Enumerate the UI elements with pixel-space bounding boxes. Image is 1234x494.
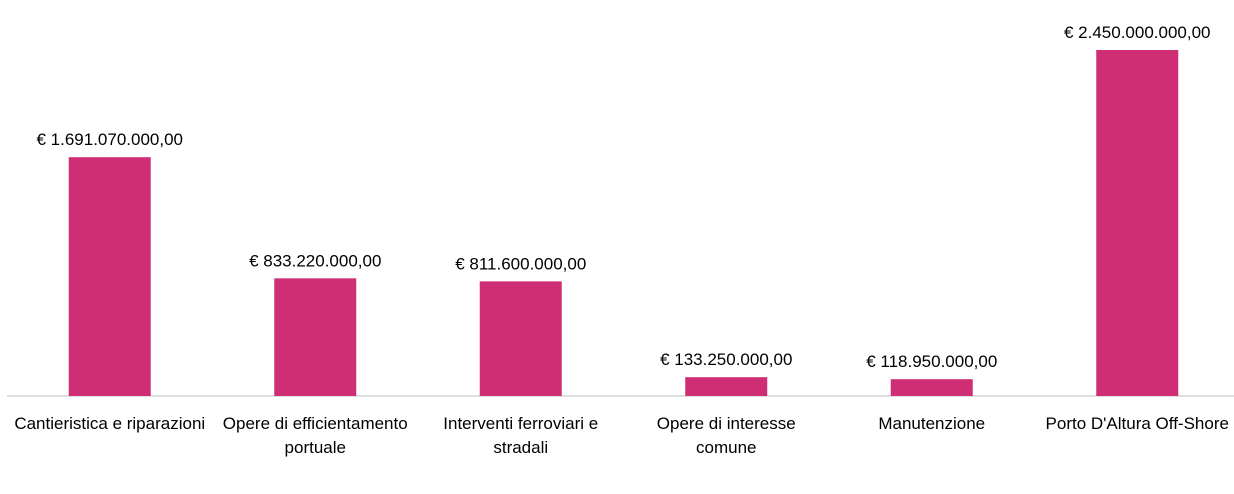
bar — [479, 281, 562, 396]
x-tick-label: Porto D'Altura Off-Shore — [1045, 414, 1229, 433]
data-label: € 2.450.000.000,00 — [1064, 23, 1211, 42]
bar — [1096, 50, 1179, 396]
bar — [685, 377, 768, 396]
bar — [274, 278, 357, 396]
x-tick-label: Manutenzione — [878, 414, 986, 433]
data-label: € 133.250.000,00 — [660, 350, 792, 369]
data-label: € 833.220.000,00 — [249, 251, 381, 270]
x-tick-label: Interventi ferroviari e stradali — [443, 414, 599, 457]
data-label: € 118.950.000,00 — [866, 352, 997, 371]
x-tick-label: Opere di efficientamento portuale — [222, 414, 408, 457]
x-tick-label: Opere di interesse comune — [656, 414, 796, 457]
data-label: € 811.600.000,00 — [455, 254, 586, 273]
bar — [68, 157, 151, 396]
data-label: € 1.691.070.000,00 — [36, 130, 183, 149]
x-tick-label: Cantieristica e riparazioni — [14, 414, 206, 433]
bar — [890, 379, 973, 396]
